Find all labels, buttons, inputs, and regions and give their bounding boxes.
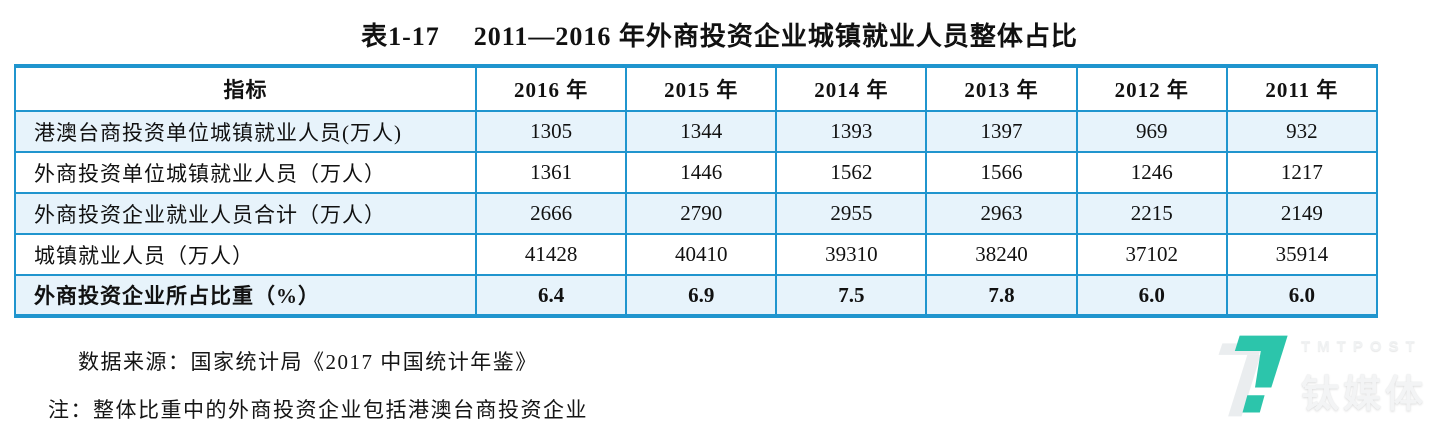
column-header-indicator: 指标: [14, 65, 477, 112]
column-header-year: 2016 年: [474, 65, 628, 112]
value-cell: 38240: [925, 233, 1078, 276]
value-cell: 6.0: [1225, 274, 1379, 317]
column-header-year: 2011 年: [1225, 65, 1379, 112]
tmtpost-watermark-text: TMTPOST 钛媒体: [1301, 338, 1435, 418]
column-header-year: 2012 年: [1075, 65, 1228, 112]
table-row: 外商投资单位城镇就业人员（万人） 1361 1446 1562 1566 1246 1217: [14, 151, 1379, 194]
table-row: 外商投资企业所占比重（%） 6.4 6.9 7.5 7.8 6.0 6.0: [14, 274, 1379, 317]
row-label: 外商投资企业就业人员合计（万人）: [14, 192, 477, 235]
table-row: 城镇就业人员（万人） 41428 40410 39310 38240 37102 35914: [14, 233, 1379, 276]
value-cell: 1562: [775, 151, 928, 194]
column-header-year: 2014 年: [775, 65, 928, 112]
row-label: 外商投资企业所占比重（%）: [14, 274, 477, 317]
table-header-row: 指标 2016 年 2015 年 2014 年 2013 年 2012 年 2011 年: [14, 65, 1379, 112]
row-label: 港澳台商投资单位城镇就业人员(万人): [14, 110, 477, 153]
value-cell: 1246: [1075, 151, 1228, 194]
value-cell: 1393: [775, 110, 928, 153]
value-cell: 6.0: [1075, 274, 1228, 317]
column-header-year: 2013 年: [925, 65, 1078, 112]
value-cell: 6.9: [625, 274, 778, 317]
value-cell: 1566: [925, 151, 1078, 194]
value-cell: 39310: [775, 233, 928, 276]
value-cell: 35914: [1225, 233, 1379, 276]
value-cell: 969: [1075, 110, 1228, 153]
remark-note: 注：整体比重中的外商投资企业包括港澳台商投资企业: [48, 398, 588, 422]
value-cell: 2955: [775, 192, 928, 235]
table-body: 港澳台商投资单位城镇就业人员(万人) 1305 1344 1393 1397 969 932…: [14, 110, 1379, 317]
value-cell: 932: [1225, 110, 1379, 153]
value-cell: 2963: [925, 192, 1078, 235]
statistics-table: 指标 2016 年 2015 年 2014 年 2013 年 2012 年 2011 年 港…: [14, 64, 1379, 318]
tmtpost-watermark: TMTPOST 钛媒体: [1205, 326, 1435, 426]
page-title: 表1-17 2011—2016 年外商投资企业城镇就业人员整体占比: [0, 16, 1439, 53]
data-source-note: 数据来源：国家统计局《2017 中国统计年鉴》: [78, 350, 538, 374]
value-cell: 7.5: [775, 274, 928, 317]
value-cell: 2149: [1225, 192, 1379, 235]
tmtpost-logo-icon: [1218, 335, 1288, 417]
value-cell: 6.4: [474, 274, 628, 317]
value-cell: 1446: [625, 151, 778, 194]
table-number: 表1-17: [361, 22, 440, 51]
value-cell: 1361: [474, 151, 628, 194]
tmtpost-brand-en: TMTPOST: [1301, 338, 1422, 355]
value-cell: 1397: [925, 110, 1078, 153]
table-row: 外商投资企业就业人员合计（万人） 2666 2790 2955 2963 2215 2149: [14, 192, 1379, 235]
value-cell: 2666: [474, 192, 628, 235]
row-label: 外商投资单位城镇就业人员（万人）: [14, 151, 477, 194]
value-cell: 2215: [1075, 192, 1228, 235]
value-cell: 2790: [625, 192, 778, 235]
value-cell: 41428: [474, 233, 628, 276]
value-cell: 7.8: [925, 274, 1078, 317]
row-label: 城镇就业人员（万人）: [14, 233, 477, 276]
column-header-year: 2015 年: [625, 65, 778, 112]
table-title: 2011—2016 年外商投资企业城镇就业人员整体占比: [473, 22, 1078, 51]
value-cell: 1344: [625, 110, 778, 153]
tmtpost-brand-cn: 钛媒体: [1301, 374, 1428, 416]
statistics-table-wrap: 指标 2016 年 2015 年 2014 年 2013 年 2012 年 2011 年 港…: [14, 64, 1379, 318]
table-row: 港澳台商投资单位城镇就业人员(万人) 1305 1344 1393 1397 969 932: [14, 110, 1379, 153]
value-cell: 1305: [474, 110, 628, 153]
value-cell: 40410: [625, 233, 778, 276]
value-cell: 1217: [1225, 151, 1379, 194]
value-cell: 37102: [1075, 233, 1228, 276]
